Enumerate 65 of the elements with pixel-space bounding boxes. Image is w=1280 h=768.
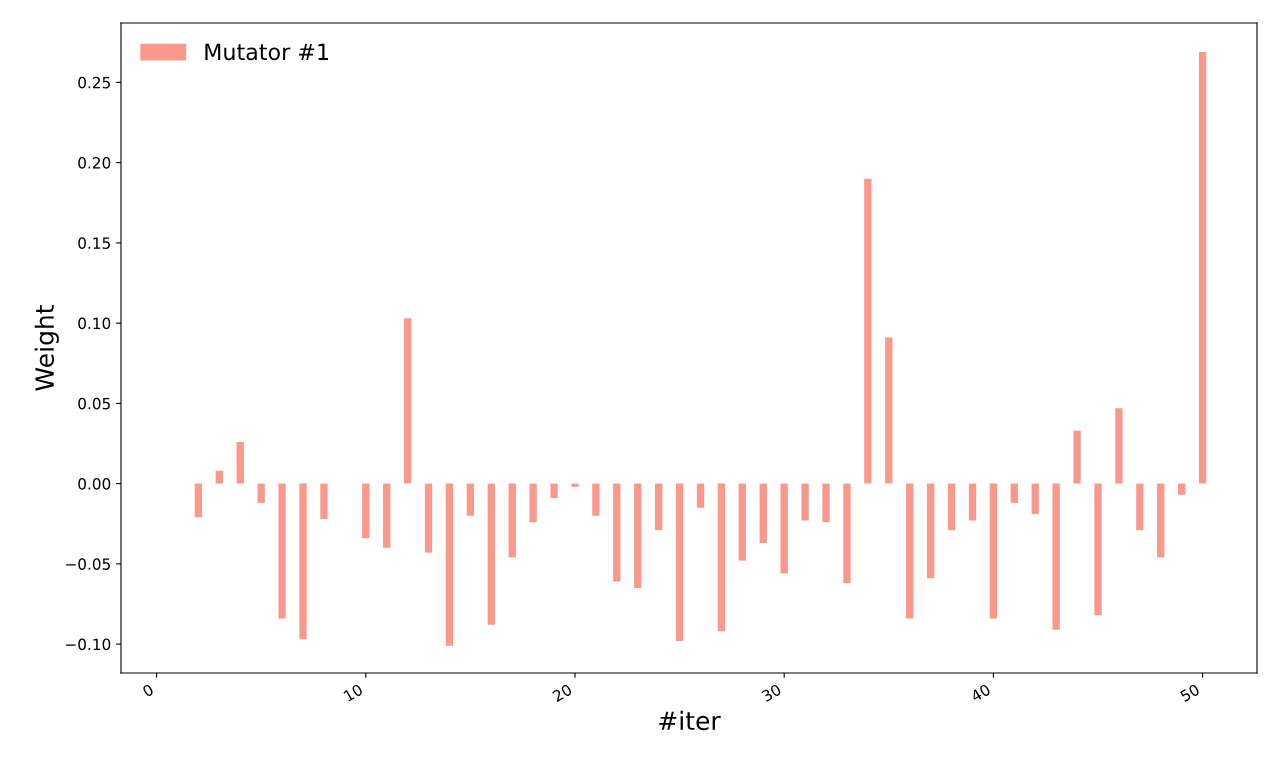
y-tick-label: 0.00 bbox=[78, 478, 111, 490]
bar bbox=[236, 441, 244, 484]
x-tick-label: 50 bbox=[1179, 683, 1201, 703]
bar bbox=[801, 483, 809, 521]
bar bbox=[822, 483, 830, 523]
bar bbox=[926, 483, 935, 579]
bar bbox=[278, 483, 286, 619]
y-tick-label: 0.05 bbox=[78, 397, 110, 410]
bar bbox=[529, 483, 537, 523]
bar bbox=[508, 483, 516, 558]
bar bbox=[1178, 483, 1186, 495]
y-axis-title: Weight bbox=[34, 305, 59, 391]
x-tick-label: 30 bbox=[761, 683, 782, 703]
bar bbox=[403, 318, 412, 484]
y-tick-label: 0.10 bbox=[78, 317, 111, 330]
x-tick-label: 20 bbox=[551, 683, 573, 703]
bar bbox=[1115, 408, 1123, 484]
bar bbox=[634, 483, 642, 588]
y-tick-label: 0.20 bbox=[78, 157, 111, 169]
bar bbox=[1136, 483, 1144, 531]
bar bbox=[487, 483, 495, 625]
bar bbox=[1052, 483, 1060, 630]
x-tick-label: 10 bbox=[343, 683, 364, 702]
x-tick-label: 40 bbox=[969, 683, 992, 703]
bar bbox=[362, 483, 370, 539]
x-tick-label: 0 bbox=[141, 683, 155, 698]
bar bbox=[1031, 483, 1039, 515]
bar bbox=[780, 483, 788, 574]
y-tick-label: 0.15 bbox=[78, 237, 110, 249]
bar bbox=[550, 483, 558, 499]
bar bbox=[466, 483, 475, 516]
bar bbox=[445, 483, 454, 646]
bar bbox=[968, 483, 977, 521]
bar bbox=[696, 483, 705, 508]
bar bbox=[759, 483, 767, 543]
bar bbox=[655, 483, 663, 531]
bar bbox=[592, 483, 600, 516]
bar bbox=[1073, 430, 1081, 484]
bar bbox=[194, 483, 203, 518]
y-tick-label: −0.10 bbox=[66, 638, 111, 651]
bar bbox=[906, 483, 914, 619]
bar bbox=[843, 483, 851, 584]
bar bbox=[1094, 483, 1102, 616]
bar bbox=[613, 483, 621, 582]
bar bbox=[215, 470, 223, 484]
bar bbox=[1010, 483, 1018, 503]
bar bbox=[717, 483, 726, 632]
bar bbox=[1157, 483, 1165, 558]
bar bbox=[299, 483, 307, 640]
bar bbox=[675, 483, 684, 641]
bar bbox=[257, 483, 265, 503]
bar bbox=[1198, 51, 1207, 484]
bar bbox=[383, 483, 391, 548]
bar bbox=[947, 483, 956, 531]
bar bbox=[989, 483, 998, 619]
y-tick-label: −0.05 bbox=[66, 558, 110, 570]
bar bbox=[738, 483, 747, 561]
bar bbox=[885, 337, 893, 484]
legend-label: Mutator #1 bbox=[205, 43, 329, 61]
bar bbox=[424, 483, 433, 553]
bar bbox=[571, 483, 579, 487]
bar bbox=[320, 483, 328, 519]
bar bbox=[864, 178, 872, 484]
y-tick-label: 0.25 bbox=[78, 76, 110, 89]
x-axis-title: #iter bbox=[659, 710, 721, 731]
